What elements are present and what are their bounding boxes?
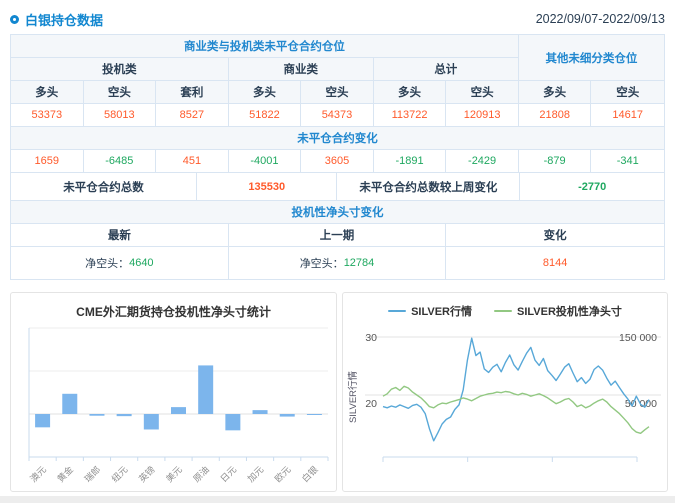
svg-text:SILVER行情: SILVER行情	[347, 370, 359, 423]
group-header-other: 其他未细分类仓位	[518, 35, 664, 81]
svg-text:加元: 加元	[246, 464, 266, 484]
net-latest-value: 4640	[129, 257, 154, 269]
col-header: 套利	[156, 81, 229, 104]
change-value: 451	[156, 150, 229, 173]
net-latest-cell: 净空头： 4640	[11, 247, 229, 279]
legend-item-silver-net-position: SILVER投机性净头寸	[494, 303, 622, 319]
changes-row: 1659 -6485 451 -4001 3605 -1891 -2429 -8…	[11, 150, 664, 173]
change-value: -341	[591, 150, 664, 173]
net-previous-value: 12784	[343, 257, 375, 269]
col-header: 多头	[11, 81, 84, 104]
change-section-header-row: 未平仓合约变化	[11, 127, 664, 150]
net-col-header-previous: 上一期	[228, 224, 447, 247]
net-change-value: 8144	[446, 247, 664, 279]
date-range: 2022/09/07-2022/09/13	[535, 12, 665, 26]
page-header: 白银持仓数据 2022/09/07-2022/09/13	[10, 8, 665, 30]
svg-text:欧元: 欧元	[272, 464, 293, 485]
legend-item-silver-price: SILVER行情	[388, 303, 472, 319]
change-value: -4001	[228, 150, 302, 173]
bar-chart-title: CME外汇期货持仓投机性净头寸统计	[76, 305, 271, 319]
change-section-header: 未平仓合约变化	[11, 127, 664, 150]
svg-text:20: 20	[365, 398, 377, 410]
net-col-headers-row: 最新 上一期 变化	[11, 224, 664, 247]
position-value: 58013	[83, 104, 157, 127]
net-values-row: 净空头： 4640 净空头： 12784 8144	[11, 247, 664, 279]
charts-section: CME外汇期货持仓投机性净头寸统计 澳元 黄金 瑞郎 纽元 英镑 美元 原油 日元 加元 欧元 白银…	[10, 292, 668, 492]
svg-text:美元: 美元	[163, 464, 184, 485]
positions-row: 53373 58013 8527 51822 54373 113722 1209…	[11, 104, 664, 127]
change-value: 3605	[301, 150, 374, 173]
svg-text:黄金: 黄金	[55, 464, 76, 485]
svg-text:150 000: 150 000	[619, 332, 657, 344]
col-header: 多头	[518, 81, 592, 104]
total-open-interest-value: 135530	[197, 173, 338, 201]
net-col-header-change: 变化	[446, 224, 664, 247]
wow-change-label: 未平仓合约总数较上周变化	[337, 173, 521, 201]
position-value: 120913	[446, 104, 519, 127]
net-col-header-latest: 最新	[11, 224, 229, 247]
net-previous-label: 净空头：	[299, 258, 344, 270]
wow-change-value: -2770	[520, 173, 664, 201]
table-merged-header: 商业类与投机类未平仓合约仓位 其他未细分类仓位 投机类 商业类 总计	[11, 35, 664, 81]
col-header: 空头	[83, 81, 157, 104]
position-value: 113722	[373, 104, 447, 127]
col-header: 空头	[591, 81, 664, 104]
position-value: 21808	[518, 104, 592, 127]
svg-text:瑞郎: 瑞郎	[82, 464, 103, 485]
position-value: 53373	[11, 104, 84, 127]
svg-text:纽元: 纽元	[109, 464, 130, 485]
net-section-header: 投机性净头寸变化	[11, 201, 664, 224]
position-value: 8527	[156, 104, 229, 127]
svg-text:澳元: 澳元	[27, 464, 48, 485]
net-latest-label: 净空头：	[85, 258, 130, 270]
change-value: -6485	[83, 150, 157, 173]
svg-text:日元: 日元	[218, 464, 238, 484]
position-value: 51822	[228, 104, 302, 127]
subgroup-speculative: 投机类	[11, 58, 229, 81]
cme-net-position-bar-chart: 澳元 黄金 瑞郎 纽元 英镑 美元 原油 日元 加元 欧元 白银	[27, 327, 329, 485]
legend-dash-green-icon	[494, 310, 512, 312]
svg-text:30: 30	[365, 332, 377, 344]
change-value: -1891	[373, 150, 447, 173]
subgroup-total: 总计	[373, 58, 519, 81]
legend-label-silver-net-position: SILVER投机性净头寸	[517, 306, 622, 318]
svg-text:原油: 原油	[191, 464, 212, 485]
svg-text:白银: 白银	[299, 464, 320, 485]
svg-text:英镑: 英镑	[136, 464, 157, 485]
col-header: 空头	[446, 81, 519, 104]
col-header: 空头	[301, 81, 374, 104]
cme-net-position-bar-chart-card: CME外汇期货持仓投机性净头寸统计 澳元 黄金 瑞郎 纽元 英镑 美元 原油 日元 加元 欧元 白银	[10, 292, 337, 492]
position-value: 14617	[591, 104, 664, 127]
total-open-interest-label: 未平仓合约总数	[11, 173, 198, 201]
page-title: 白银持仓数据	[25, 12, 104, 28]
silver-line-chart-card: SILVER行情 SILVER投机性净头寸 30 20 150 000 50 000 S…	[342, 292, 668, 492]
totals-row: 未平仓合约总数 135530 未平仓合约总数较上周变化 -2770	[11, 173, 664, 201]
position-value: 54373	[301, 104, 374, 127]
change-value: -879	[518, 150, 592, 173]
group-header-main: 商业类与投机类未平仓合约仓位	[11, 35, 519, 58]
col-header: 多头	[228, 81, 302, 104]
change-value: -2429	[446, 150, 519, 173]
bullet-ring-icon	[10, 14, 19, 24]
net-previous-cell: 净空头： 12784	[228, 247, 447, 279]
subgroup-commercial: 商业类	[228, 58, 374, 81]
line-chart-legend: SILVER行情 SILVER投机性净头寸	[347, 301, 663, 321]
positions-table: 商业类与投机类未平仓合约仓位 其他未细分类仓位 投机类 商业类 总计 多头 空头…	[10, 34, 665, 280]
column-headers-row: 多头 空头 套利 多头 空头 多头 空头 多头 空头	[11, 81, 664, 104]
legend-label-silver-price: SILVER行情	[411, 306, 472, 318]
legend-dash-blue-icon	[388, 310, 407, 312]
col-header: 多头	[373, 81, 447, 104]
net-section-header-row: 投机性净头寸变化	[11, 201, 664, 224]
change-value: 1659	[11, 150, 84, 173]
